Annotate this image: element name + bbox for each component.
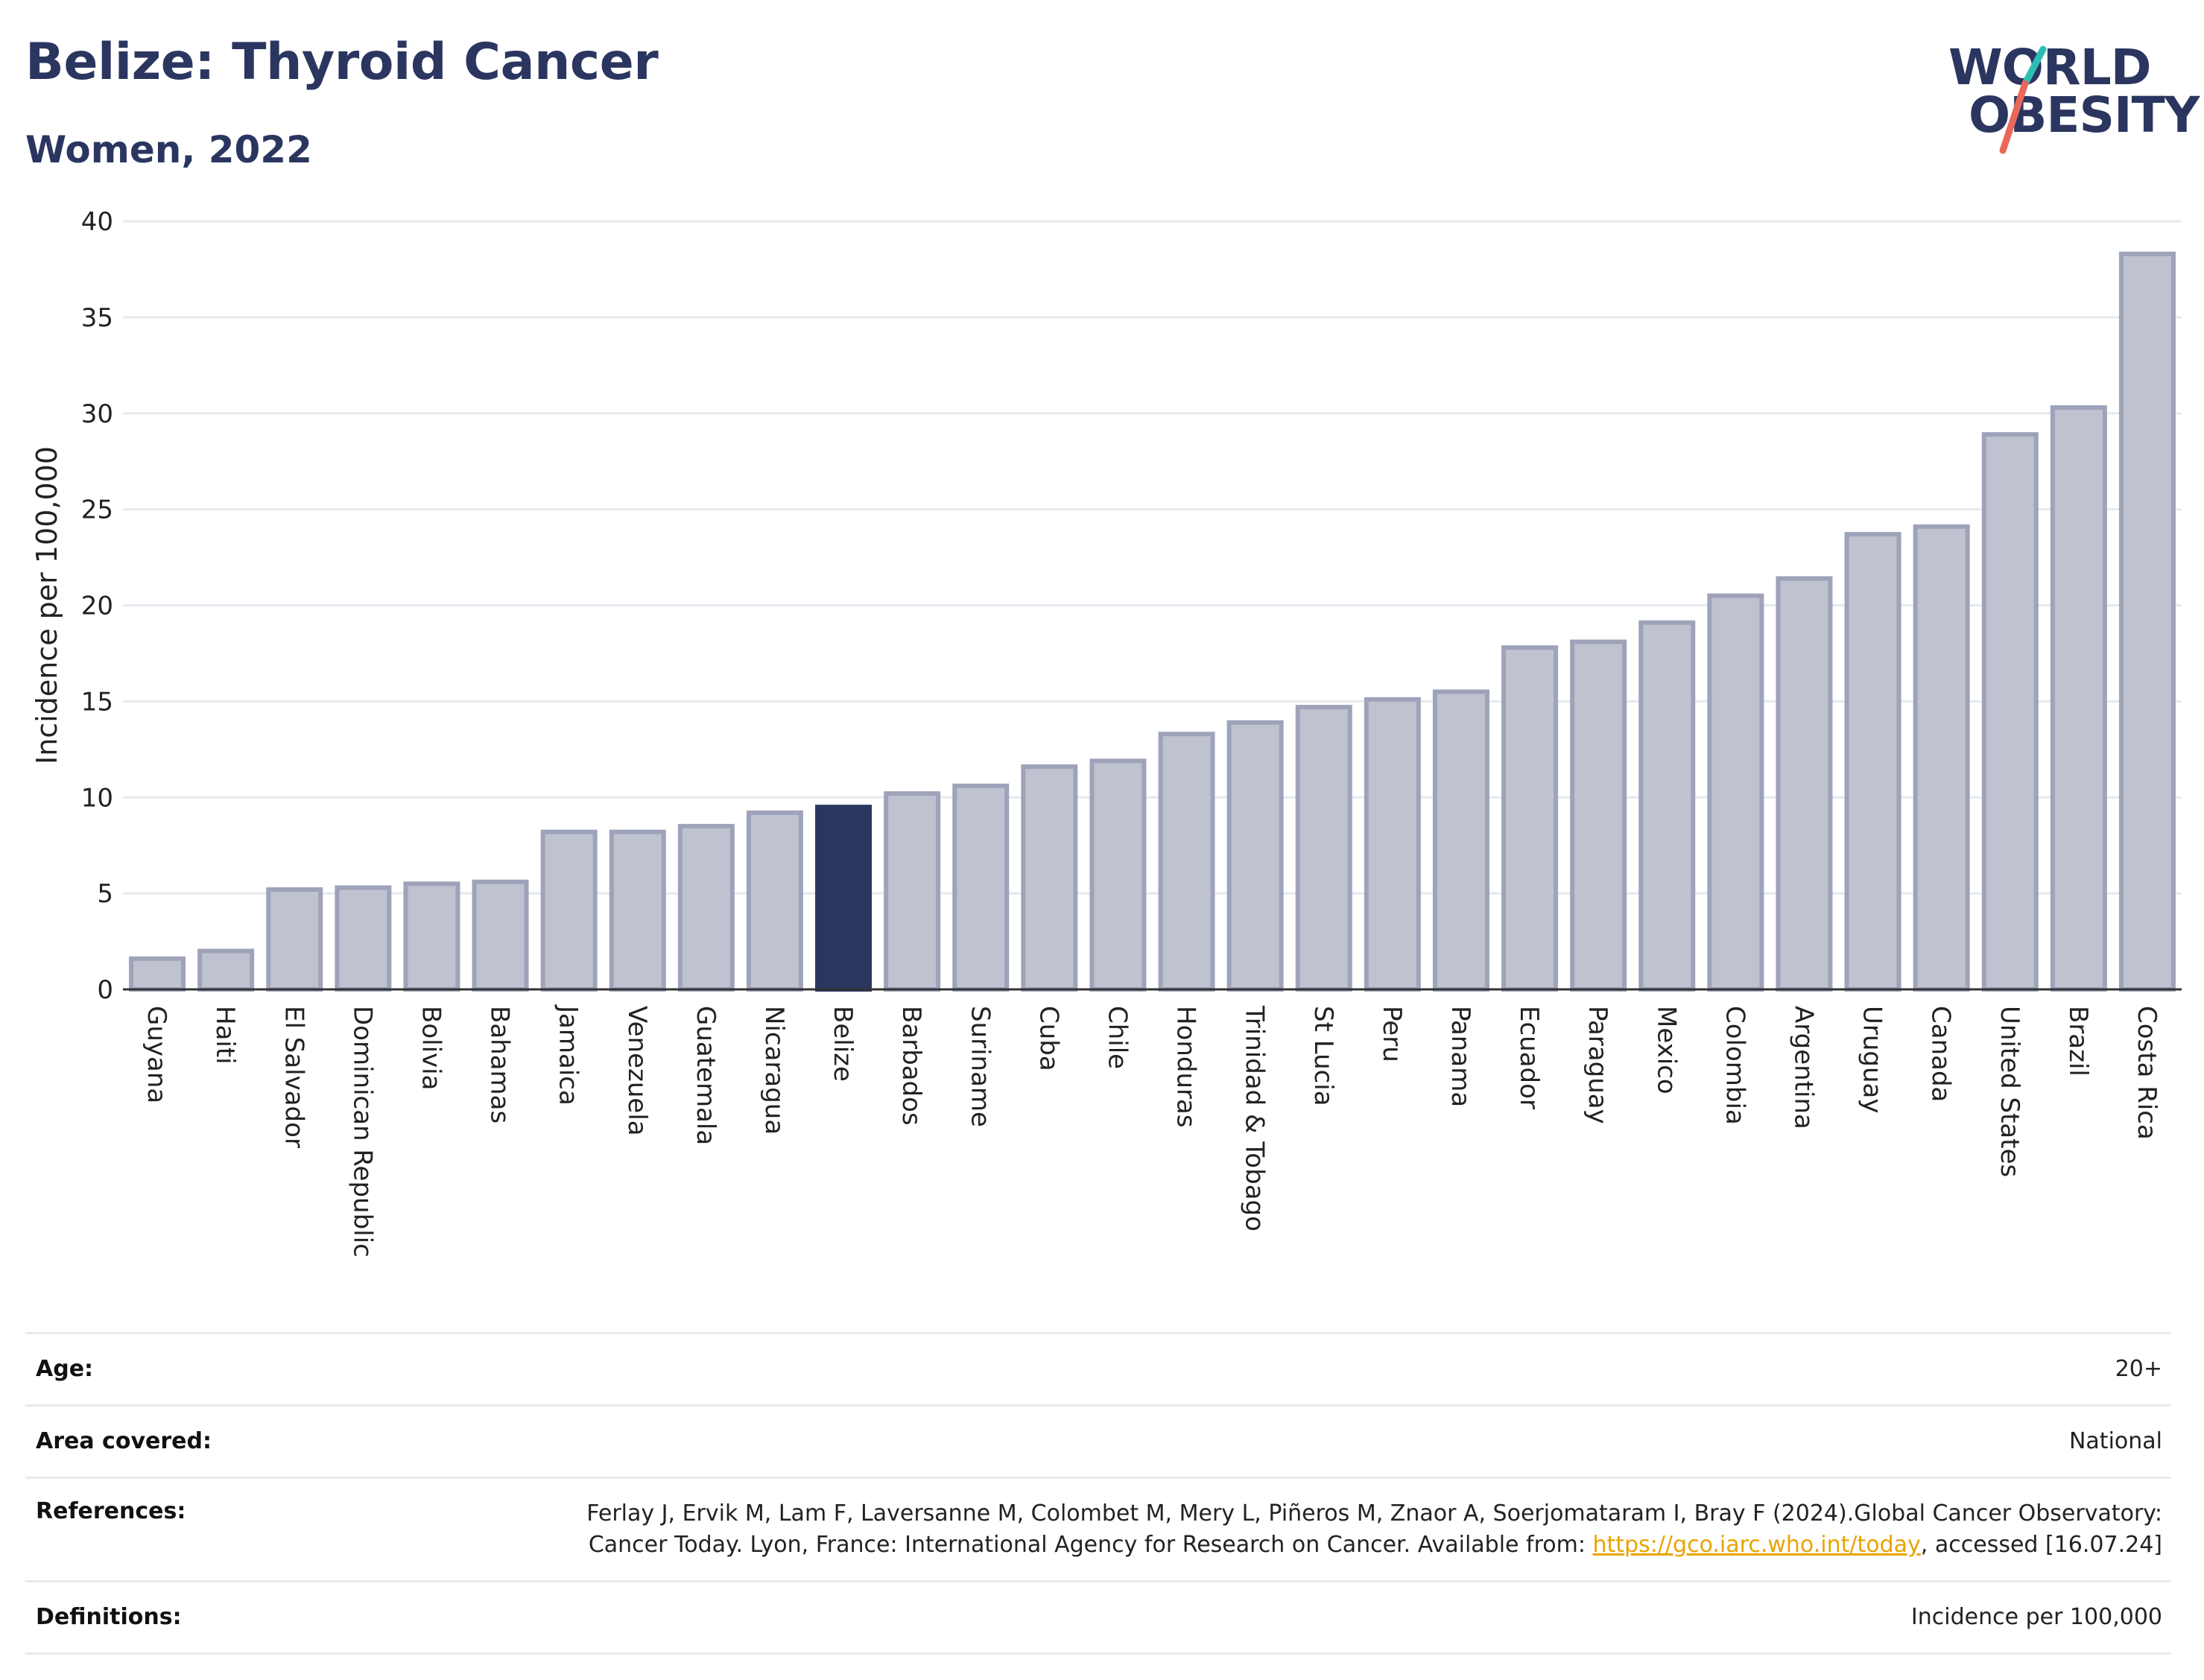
bar-nicaragua: [746, 810, 803, 992]
bar-chart: 0 5 10 15 20 25 30 35 40 Guyana Haiti El Salvador D…: [31, 207, 2182, 1258]
bar-colombia: [1707, 593, 1764, 992]
references-text-1: Ferlay J, Ervik M, Lam F, Laversanne M, …: [586, 1500, 2162, 1558]
y-tick-label: 5: [97, 879, 113, 909]
x-tick-label: Canada: [1926, 1006, 1956, 1102]
world-obesity-logo: WORLD OBESITY: [1937, 22, 2200, 156]
bar-united-states: [1981, 432, 2039, 992]
x-tick-label: Panama: [1445, 1006, 1475, 1107]
bar-peru: [1364, 697, 1421, 992]
y-tick-label: 10: [81, 783, 113, 813]
y-tick-label: 20: [81, 592, 113, 621]
meta-row-definitions: Definitions: Incidence per 100,000: [25, 1580, 2171, 1655]
bar-venezuela: [609, 829, 666, 992]
bar-suriname: [952, 783, 1010, 992]
bar-st-lucia: [1295, 705, 1352, 992]
bar-costa-rica: [2118, 251, 2176, 992]
bar-ecuador: [1501, 645, 1559, 992]
bar-cuba: [1021, 764, 1078, 992]
x-tick-label: Costa Rica: [2132, 1006, 2162, 1140]
meta-row-references: References: Ferlay J, Ervik M, Lam F, La…: [25, 1477, 2171, 1580]
bar-guyana: [129, 956, 186, 992]
x-tick-label: Cuba: [1033, 1006, 1063, 1071]
bar-chile: [1089, 758, 1147, 992]
bar-barbados: [884, 791, 941, 992]
definitions-value: Incidence per 100,000: [1910, 1604, 2162, 1630]
bar-trinidad-tobago: [1226, 720, 1284, 992]
y-tick-label: 15: [81, 687, 113, 717]
x-tick-label: Uruguay: [1858, 1006, 1887, 1114]
bar-jamaica: [540, 829, 598, 992]
bar-honduras: [1158, 732, 1215, 992]
x-tick-label: Chile: [1102, 1006, 1132, 1069]
x-tick-label: Dominican Republic: [347, 1006, 377, 1258]
bar-brazil: [2050, 405, 2107, 992]
bar-guatemala: [677, 823, 735, 992]
grid-lines: [123, 220, 2182, 991]
bar-bolivia: [403, 881, 460, 992]
references-value: Ferlay J, Ervik M, Lam F, Laversanne M, …: [553, 1498, 2162, 1561]
area-value: National: [2068, 1428, 2162, 1454]
metadata-table: Age: 20+ Area covered: National Referenc…: [25, 1332, 2171, 1655]
bars: [129, 251, 2176, 992]
x-tick-label: St Lucia: [1308, 1006, 1338, 1106]
age-value: 20+: [2115, 1356, 2162, 1382]
y-tick-label: 25: [81, 495, 113, 525]
y-tick-label: 40: [81, 207, 113, 237]
x-tick-label: Ecuador: [1514, 1006, 1544, 1109]
x-tick-label: Barbados: [896, 1006, 926, 1126]
y-axis-ticks: 0 5 10 15 20 25 30 35 40: [81, 207, 113, 1005]
x-tick-label: Trinidad & Tobago: [1240, 1005, 1270, 1232]
bar-uruguay: [1844, 532, 1901, 992]
bar-el-salvador: [266, 887, 323, 992]
references-label: References:: [36, 1498, 186, 1524]
x-tick-label: El Salvador: [279, 1006, 308, 1148]
x-tick-label: Belize: [828, 1006, 858, 1082]
meta-row-area: Area covered: National: [25, 1404, 2171, 1477]
definitions-label: Definitions:: [36, 1604, 182, 1630]
x-tick-label: Suriname: [965, 1006, 995, 1127]
references-text-2: , accessed [16.07.24]: [1920, 1532, 2162, 1558]
meta-row-age: Age: 20+: [25, 1332, 2171, 1404]
bar-belize: [815, 805, 873, 992]
x-tick-label: Guatemala: [691, 1006, 721, 1145]
x-tick-label: Paraguay: [1583, 1006, 1612, 1124]
x-tick-label: Colombia: [1720, 1006, 1749, 1125]
bar-panama: [1432, 689, 1489, 992]
bar-argentina: [1776, 576, 1833, 992]
page-title: Belize: Thyroid Cancer: [25, 33, 659, 92]
y-tick-label: 0: [97, 975, 113, 1005]
age-label: Age:: [36, 1356, 94, 1382]
x-tick-label: Haiti: [210, 1006, 240, 1065]
x-axis-ticks: Guyana Haiti El Salvador Dominican Republic…: [142, 1004, 2162, 1258]
references-link[interactable]: https://gco.iarc.who.int/today: [1592, 1532, 1921, 1558]
logo-slash-icon: [1999, 45, 2047, 154]
x-tick-label: Guyana: [142, 1006, 171, 1103]
bar-mexico: [1638, 620, 1696, 992]
x-tick-label: Bahamas: [485, 1006, 515, 1123]
bar-haiti: [197, 948, 255, 992]
x-tick-label: Brazil: [2063, 1006, 2093, 1077]
area-label: Area covered:: [36, 1428, 212, 1454]
x-tick-label: Bolivia: [416, 1006, 446, 1090]
bar-dominican-republic: [335, 885, 392, 992]
y-tick-label: 30: [81, 399, 113, 429]
y-tick-label: 35: [81, 303, 113, 333]
page-subtitle: Women, 2022: [25, 128, 312, 171]
x-tick-label: Nicaragua: [759, 1006, 789, 1135]
bar-paraguay: [1570, 639, 1627, 992]
bar-canada: [1913, 524, 1970, 992]
x-tick-label: Peru: [1377, 1006, 1407, 1062]
x-tick-label: Venezuela: [622, 1006, 652, 1136]
y-axis-label: Incidence per 100,000: [31, 446, 63, 764]
x-tick-label: Honduras: [1171, 1006, 1201, 1128]
x-tick-label: Mexico: [1651, 1006, 1681, 1094]
x-tick-label: United States: [1995, 1006, 2024, 1177]
logo-line-1: WORLD: [1948, 39, 2152, 96]
x-tick-label: Argentina: [1788, 1006, 1818, 1129]
bar-bahamas: [472, 879, 529, 992]
x-tick-label: Jamaica: [554, 1004, 583, 1106]
